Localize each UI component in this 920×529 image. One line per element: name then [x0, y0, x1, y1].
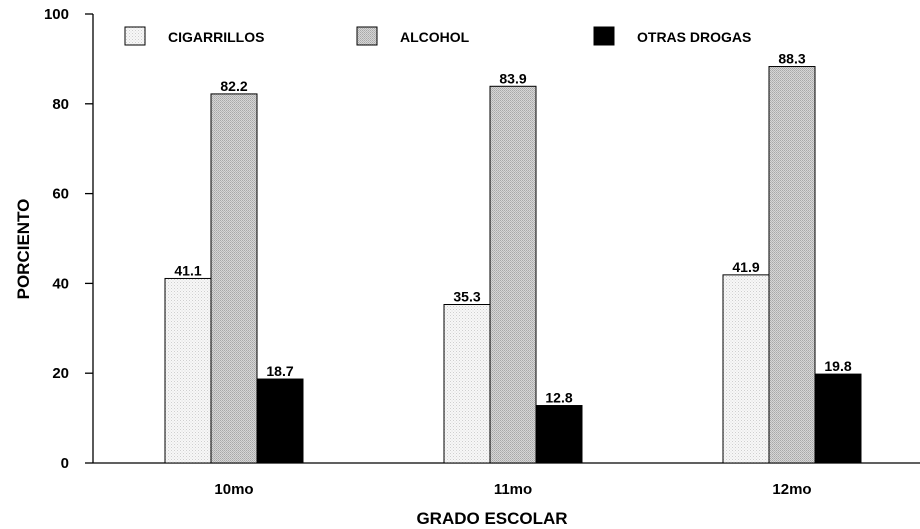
- bar-otras-drogas: [535, 405, 583, 464]
- bar-cigarrillos: [164, 277, 212, 464]
- data-label: 41.1: [174, 262, 201, 278]
- y-tick-label: 20: [52, 365, 69, 382]
- x-tick-label: 10mo: [214, 481, 253, 498]
- bar-otras-drogas: [814, 373, 862, 464]
- y-tick-label: 0: [61, 455, 69, 472]
- data-label: 18.7: [266, 363, 293, 379]
- y-tick-label: 60: [52, 186, 69, 203]
- bar-group: 41.1 82.2 18.7 35.3 83.9 12.8 41.9 88.3 19.8: [164, 51, 862, 464]
- x-tick-label: 12mo: [772, 481, 811, 498]
- legend-swatch: [124, 26, 146, 46]
- legend-label: CIGARRILLOS: [168, 29, 264, 45]
- x-tick-group: 10mo 11mo 12mo: [214, 481, 811, 498]
- y-tick-label: 100: [44, 6, 69, 23]
- y-axis-title: PORCIENTO: [14, 199, 33, 300]
- x-tick-label: 11mo: [494, 481, 532, 498]
- bar-alcohol: [210, 93, 258, 464]
- bar-alcohol: [489, 85, 537, 464]
- x-axis-title: GRADO ESCOLAR: [416, 509, 567, 528]
- data-label: 41.9: [732, 259, 759, 275]
- bar-otras-drogas: [256, 378, 304, 464]
- legend-swatch: [593, 26, 615, 46]
- y-tick-label: 80: [52, 96, 69, 113]
- data-label: 19.8: [824, 358, 851, 374]
- data-label: 83.9: [499, 70, 526, 86]
- legend: CIGARRILLOS ALCOHOL OTRAS DROGAS: [124, 26, 751, 46]
- x-axis: 10mo 11mo 12mo GRADO ESCOLAR: [93, 462, 920, 528]
- legend-label: OTRAS DROGAS: [637, 29, 751, 45]
- bar-alcohol: [768, 66, 816, 464]
- legend-label: ALCOHOL: [400, 29, 470, 45]
- y-tick-group: 0 20 40 60 80 100: [44, 6, 93, 472]
- y-tick-label: 40: [52, 275, 69, 292]
- data-label: 88.3: [778, 51, 805, 67]
- legend-swatch: [356, 26, 378, 46]
- data-label: 35.3: [453, 289, 480, 305]
- data-label: 82.2: [220, 78, 247, 94]
- bar-cigarrillos: [443, 304, 491, 464]
- bar-cigarrillos: [722, 274, 770, 464]
- y-axis: 0 20 40 60 80 100 PORCIENTO: [14, 6, 94, 472]
- data-label: 12.8: [545, 390, 572, 406]
